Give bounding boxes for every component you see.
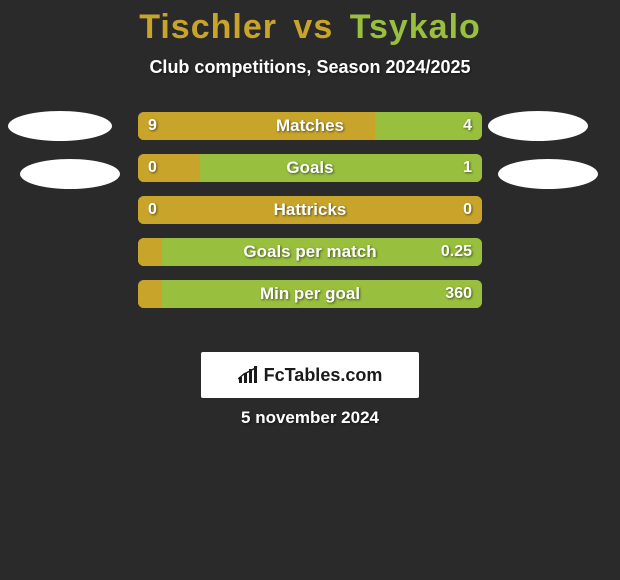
logo-text: FcTables.com xyxy=(264,365,383,386)
value-left: 0 xyxy=(148,154,157,182)
stat-row: Goals per match0.25 xyxy=(0,238,620,266)
value-right: 1 xyxy=(463,154,472,182)
right-orb xyxy=(498,159,598,189)
vs-label: vs xyxy=(293,8,333,46)
value-right: 4 xyxy=(463,112,472,140)
value-right: 0 xyxy=(463,196,472,224)
value-right: 0.25 xyxy=(441,238,472,266)
player1-name: Tischler xyxy=(139,8,277,46)
comparison-card: Tischler vs Tsykalo Club competitions, S… xyxy=(0,0,620,580)
value-left: 9 xyxy=(148,112,157,140)
stat-label: Hattricks xyxy=(138,196,482,224)
right-orb xyxy=(488,111,588,141)
left-orb xyxy=(20,159,120,189)
left-orb xyxy=(8,111,112,141)
player2-name: Tsykalo xyxy=(350,8,481,46)
source-logo: FcTables.com xyxy=(201,352,419,398)
stat-label: Goals xyxy=(138,154,482,182)
value-right: 360 xyxy=(445,280,472,308)
stat-row: Min per goal360 xyxy=(0,280,620,308)
stat-rows: Matches94Goals01Hattricks00Goals per mat… xyxy=(0,112,620,308)
subtitle: Club competitions, Season 2024/2025 xyxy=(0,57,620,78)
title: Tischler vs Tsykalo xyxy=(0,0,620,47)
date: 5 november 2024 xyxy=(0,408,620,428)
stat-row: Hattricks0 0 xyxy=(0,196,620,224)
value-left: 0 xyxy=(148,196,157,224)
stat-label: Goals per match xyxy=(138,238,482,266)
bars-icon xyxy=(238,366,258,384)
stat-label: Min per goal xyxy=(138,280,482,308)
stat-label: Matches xyxy=(138,112,482,140)
